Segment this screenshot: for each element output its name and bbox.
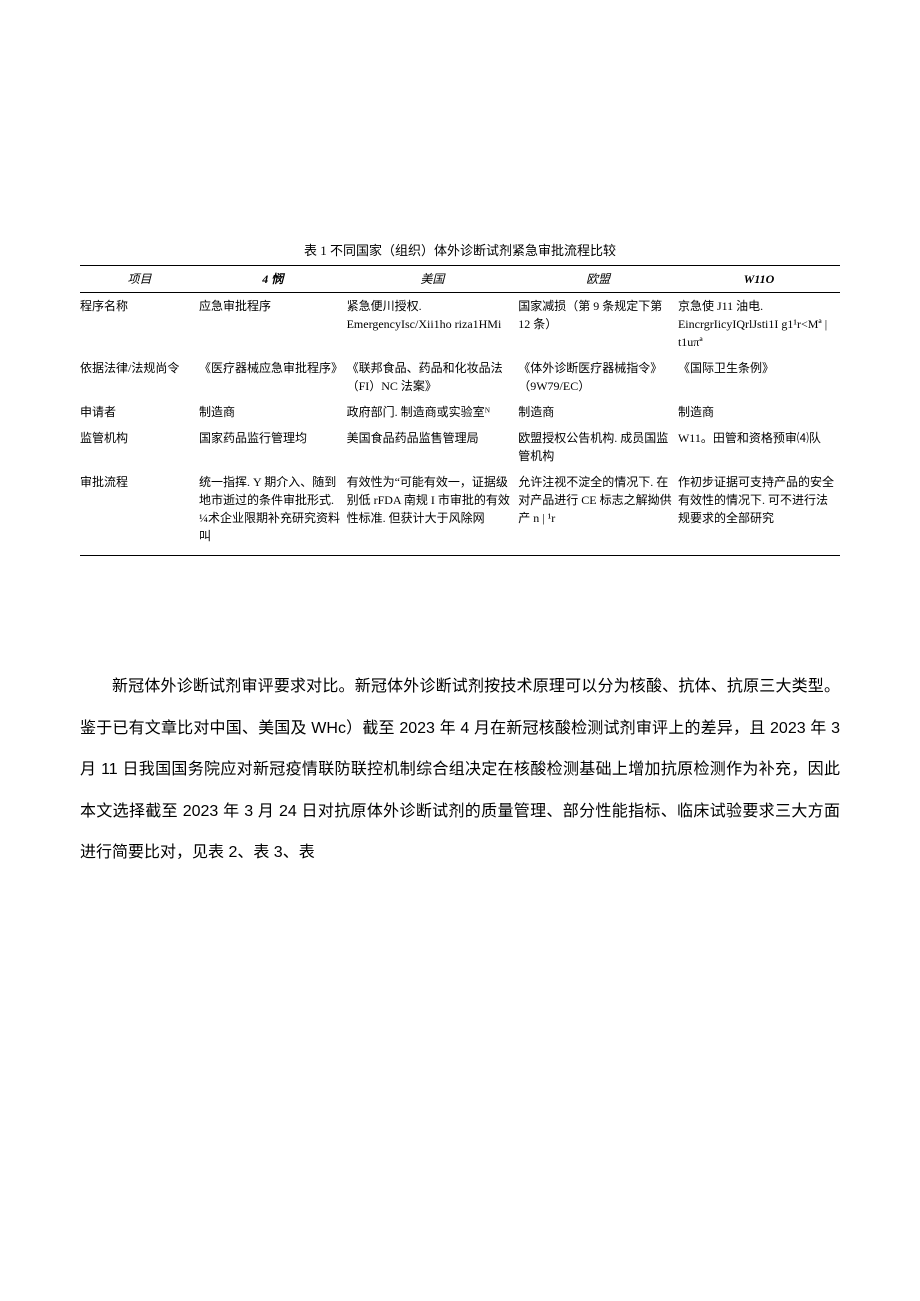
- cell-value: 国家减损（第 9 条规定下第 12 条）: [518, 293, 678, 356]
- cell-value: 制造商: [678, 399, 840, 425]
- cell-value: 《国际卫生条例》: [678, 355, 840, 399]
- cell-value: W11。田管和资格预审⑷队: [678, 425, 840, 469]
- cell-value: 作初步证据可支持产品的安全有效性的情况下. 可不进行法规要求的全部研究: [678, 469, 840, 556]
- table-row: 监管机构 国家药品监行管理均 美国食品药品监售管理局 欧盟授权公告机构. 成员国…: [80, 425, 840, 469]
- cell-value: 有效性为“可能有效一，证据级别低 rFDA 南规 I 市审批的有效性标准. 但获…: [347, 469, 519, 556]
- cell-label: 依据法律/法规尚令: [80, 355, 199, 399]
- body-text-content: 新冠体外诊断试剂审评要求对比。新冠体外诊断试剂按技术原理可以分为核酸、抗体、抗原…: [80, 666, 840, 874]
- document-page: 表 1 不同国家（组织）体外诊断试剂紧急审批流程比较 项目 4 悯 美国 欧盟 …: [0, 0, 920, 934]
- table-header-row: 项目 4 悯 美国 欧盟 W11O: [80, 266, 840, 293]
- cell-label: 监管机构: [80, 425, 199, 469]
- cell-value: 《体外诊断医疗器械指令》（9W79/EC）: [518, 355, 678, 399]
- cell-value: 统一指挥. Y 期介入、随到地市逝过的条件审批形式. ¼术企业限期补充研究资料叫: [199, 469, 347, 556]
- table-row: 依据法律/法规尚令 《医疗器械应急审批程序》 《联邦食品、药品和化妆品法（FI）…: [80, 355, 840, 399]
- cell-value: 《医疗器械应急审批程序》: [199, 355, 347, 399]
- cell-label: 审批流程: [80, 469, 199, 556]
- cell-value: 美国食品药品监售管理局: [347, 425, 519, 469]
- table-row: 程序名称 应急审批程序 紧急便川授权. EmergencyIsc/Xii1ho …: [80, 293, 840, 356]
- body-paragraph: 新冠体外诊断试剂审评要求对比。新冠体外诊断试剂按技术原理可以分为核酸、抗体、抗原…: [80, 666, 840, 874]
- cell-value: 应急审批程序: [199, 293, 347, 356]
- cell-value: 政府部门. 制造商或实验室ᴺ: [347, 399, 519, 425]
- table-caption: 表 1 不同国家（组织）体外诊断试剂紧急审批流程比较: [80, 240, 840, 259]
- comparison-table: 项目 4 悯 美国 欧盟 W11O 程序名称 应急审批程序 紧急便川授权. Em…: [80, 265, 840, 556]
- header-col-eu: 欧盟: [518, 266, 678, 293]
- cell-value: 制造商: [199, 399, 347, 425]
- table-caption-text: 表 1 不同国家（组织）体外诊断试剂紧急审批流程比较: [304, 243, 616, 258]
- header-col-usa: 美国: [347, 266, 519, 293]
- cell-value: 《联邦食品、药品和化妆品法（FI）NC 法案》: [347, 355, 519, 399]
- header-col-project: 项目: [80, 266, 199, 293]
- cell-value: 京急使 J11 油电. EincrgrIicyIQrlJsti1I g1¹r<M…: [678, 293, 840, 356]
- cell-value: 欧盟授权公告机构. 成员国监管机构: [518, 425, 678, 469]
- cell-value: 国家药品监行管理均: [199, 425, 347, 469]
- cell-value: 允许注视不淀全的情况下. 在对产品进行 CE 标志之解拗供产 n | ¹r: [518, 469, 678, 556]
- table-row: 审批流程 统一指挥. Y 期介入、随到地市逝过的条件审批形式. ¼术企业限期补充…: [80, 469, 840, 556]
- header-col-china: 4 悯: [199, 266, 347, 293]
- cell-label: 程序名称: [80, 293, 199, 356]
- cell-value: 紧急便川授权. EmergencyIsc/Xii1ho riza1HMi: [347, 293, 519, 356]
- cell-value: 制造商: [518, 399, 678, 425]
- header-col-who: W11O: [678, 266, 840, 293]
- table-row: 申请者 制造商 政府部门. 制造商或实验室ᴺ 制造商 制造商: [80, 399, 840, 425]
- cell-label: 申请者: [80, 399, 199, 425]
